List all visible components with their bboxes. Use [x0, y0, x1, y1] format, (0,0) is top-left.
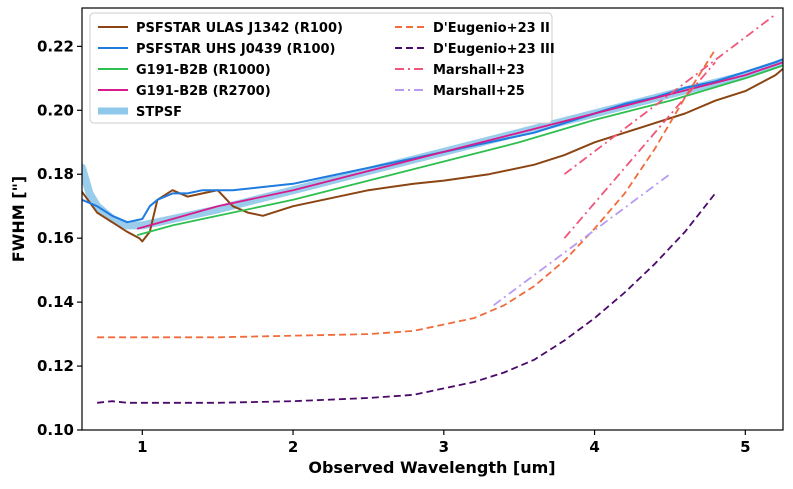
series-line-d-eugenio-23-iii — [97, 192, 716, 404]
series-line-psfstar-uhs-j0439-r100 — [82, 58, 783, 224]
legend-label-psfstar-uhs-j0439-r100: PSFSTAR UHS J0439 (R100) — [136, 42, 336, 57]
legend: PSFSTAR ULAS J1342 (R100) PSFSTAR UHS J04… — [89, 12, 555, 124]
x-tick-label: 1 — [137, 438, 147, 456]
y-tick-label: 0.20 — [37, 101, 74, 119]
series-layer — [82, 13, 783, 404]
series-line-marshall-23 — [563, 13, 777, 175]
series-line-psfstar-ulas-j1342-r100 — [82, 67, 783, 243]
plot-frame — [81, 7, 784, 431]
x-tick-label: 5 — [740, 438, 750, 456]
legend-label-d-eugenio-23-ii: D'Eugenio+23 II — [433, 21, 550, 36]
legend-label-psfstar-ulas-j1342-r100: PSFSTAR ULAS J1342 (R100) — [136, 21, 343, 36]
legend-label-g191-b2b-r2700: G191-B2B (R2700) — [136, 84, 271, 99]
x-tick-label: 2 — [288, 438, 298, 456]
legend-label-marshall-25: Marshall+25 — [433, 84, 525, 99]
x-axis-label: Observed Wavelength [um] — [308, 458, 555, 477]
series-line-g191-b2b-r1000 — [136, 64, 783, 236]
y-tick-label: 0.14 — [37, 293, 74, 311]
legend-box — [89, 12, 553, 124]
y-tick-label: 0.18 — [37, 165, 74, 183]
y-axis-label: FWHM ["] — [9, 176, 28, 262]
y-tick-label: 0.22 — [37, 37, 74, 55]
y-tick-label: 0.16 — [37, 229, 74, 247]
y-axis: 0.10 0.12 0.14 0.16 0.18 0.20 0.22 — [37, 37, 82, 439]
series-line-g191-b2b-r2700 — [136, 61, 783, 230]
series-line-d-eugenio-23-ii — [97, 49, 716, 339]
legend-label-d-eugenio-23-iii: D'Eugenio+23 III — [433, 42, 555, 57]
y-tick-label: 0.12 — [37, 357, 74, 375]
x-tick-label: 4 — [589, 438, 599, 456]
x-axis: 1 2 3 4 5 — [137, 430, 751, 456]
series-line-marshall-23 — [563, 61, 716, 239]
legend-label-stpsf: STPSF — [136, 105, 182, 120]
y-tick-label: 0.10 — [37, 421, 74, 439]
legend-label-marshall-23: Marshall+23 — [433, 63, 525, 78]
legend-label-g191-b2b-r1000: G191-B2B (R1000) — [136, 63, 271, 78]
series-line-marshall-25 — [493, 173, 671, 307]
x-tick-label: 3 — [439, 438, 449, 456]
